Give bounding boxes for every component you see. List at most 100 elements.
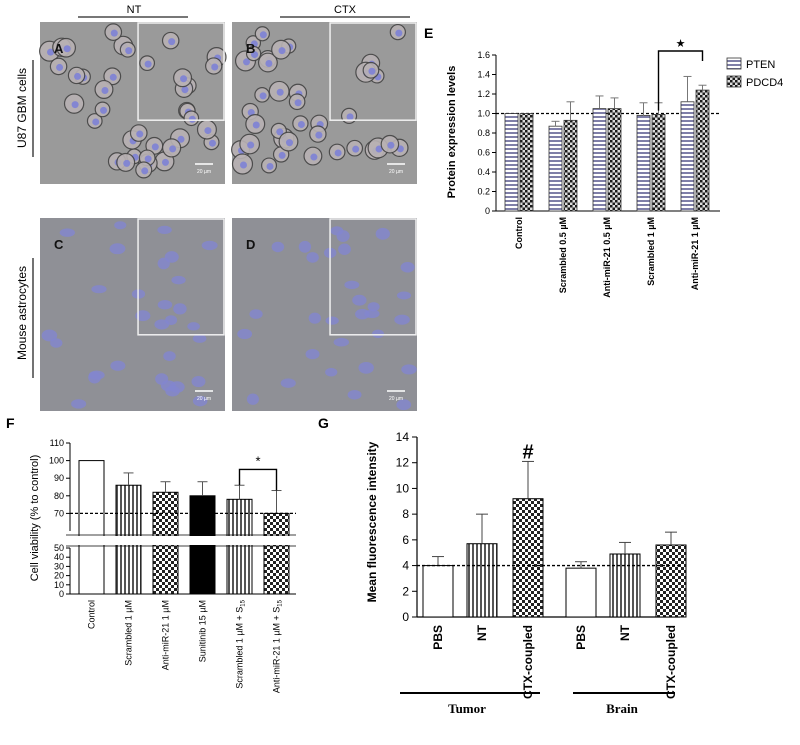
y-tick-label: 0.8 — [477, 128, 490, 138]
cell-nucleus — [201, 240, 218, 251]
cell-nucleus — [144, 60, 152, 68]
y-tick-label: 0 — [485, 206, 490, 216]
chart-e-ylabel: Protein expression levels — [446, 66, 458, 199]
cell-nucleus — [368, 67, 376, 75]
cell-nucleus — [375, 227, 390, 240]
cell-nucleus — [63, 45, 71, 53]
cell-nucleus — [151, 143, 159, 151]
cell-nucleus — [294, 99, 302, 107]
cell-nucleus — [336, 230, 350, 242]
scale-bar-label: 20 µm — [197, 169, 211, 175]
cell-nucleus — [249, 309, 263, 319]
bar — [655, 544, 687, 618]
cell-nucleus — [396, 399, 412, 411]
cell-nucleus — [47, 48, 55, 56]
y-tick-label: 1.4 — [477, 70, 490, 80]
panel-letter-c: C — [54, 237, 64, 252]
micrograph-c: C 20 µm — [40, 218, 225, 411]
y-tick-label: 80 — [54, 491, 64, 501]
chart-panel-f: F Cell viability (% to control) 01020304… — [6, 415, 299, 693]
cell-nucleus — [271, 241, 285, 253]
group-label-brain: Brain — [606, 701, 639, 716]
panel-letter-g: G — [318, 415, 329, 431]
cell-nucleus — [208, 139, 216, 147]
y-tick-label: 30 — [54, 561, 64, 571]
cell-nucleus — [355, 308, 370, 320]
cell-nucleus — [276, 88, 284, 96]
cell-nucleus — [310, 153, 318, 161]
cell-nucleus — [344, 280, 360, 290]
header-ctx: CTX — [334, 4, 357, 16]
cell-nucleus — [71, 101, 79, 109]
bar-pdcd4 — [651, 114, 666, 212]
cell-nucleus — [109, 243, 126, 255]
cell-nucleus — [192, 334, 207, 343]
cell-nucleus — [101, 86, 109, 94]
cell-nucleus — [247, 141, 255, 149]
cell-nucleus — [135, 310, 151, 322]
micrograph-a: A 20 µm — [38, 22, 227, 184]
bar-pdcd4 — [563, 119, 578, 212]
y-tick-label: 0.4 — [477, 167, 490, 177]
bar-pdcd4 — [695, 89, 710, 212]
bar-pten — [680, 101, 695, 212]
cell-nucleus — [91, 285, 107, 294]
cell-nucleus — [259, 92, 267, 100]
x-tick-label: Anti-miR-21 1 µM + S15 — [272, 599, 284, 693]
y-tick-label: 10 — [396, 481, 410, 495]
cell-nucleus — [181, 86, 189, 94]
inset-frame — [329, 218, 417, 336]
cell-nucleus — [144, 155, 152, 163]
cell-nucleus — [306, 252, 319, 263]
legend-label-pdcd4: PDCD4 — [746, 77, 783, 89]
cell-nucleus — [188, 115, 196, 123]
cell-nucleus — [276, 128, 284, 136]
bar — [226, 498, 253, 595]
cell-nucleus — [352, 145, 360, 153]
x-tick-label: CTX-coupled — [521, 625, 535, 699]
inset-frame — [137, 22, 225, 121]
cell-nucleus — [164, 251, 179, 263]
cell-nucleus — [280, 378, 296, 388]
chart-panel-e: E Protein expression levels 0 0.2 0.4 0.6 0.… — [424, 25, 783, 298]
y-tick-label: 14 — [396, 430, 410, 444]
y-tick-label: 1.6 — [477, 50, 490, 60]
cell-nucleus — [141, 167, 149, 175]
y-tick-label: 70 — [54, 508, 64, 518]
micrograph-d: D 20 µm — [232, 218, 417, 411]
x-tick-label: CTX-coupled — [664, 625, 678, 699]
x-tick-label: NT — [618, 624, 632, 641]
cell-nucleus — [110, 29, 118, 37]
cell-nucleus — [401, 364, 417, 375]
cell-nucleus — [315, 131, 323, 139]
bar-pdcd4 — [607, 108, 622, 212]
significance-bracket — [238, 468, 278, 491]
scale-bar-label: 20 µm — [197, 396, 211, 402]
y-tick-label: 1.2 — [477, 89, 490, 99]
micrograph-background — [232, 218, 417, 411]
panel-letter-f: F — [6, 415, 15, 431]
cell-nucleus — [155, 373, 169, 385]
y-tick-label: 2 — [402, 584, 409, 598]
cell-nucleus — [59, 228, 75, 237]
y-tick-label: 10 — [54, 580, 64, 590]
cell-nucleus — [187, 322, 200, 331]
cell-nucleus — [334, 149, 342, 157]
x-tick-label: Anti-miR-21 1 µM — [690, 217, 700, 290]
cell-nucleus — [298, 240, 312, 253]
axis-break-band — [65, 536, 299, 545]
cell-nucleus — [251, 51, 259, 59]
x-tick-label: Scrambled 0.5 µM — [558, 217, 568, 293]
y-tick-label: 0.2 — [477, 187, 490, 197]
cell-nucleus — [239, 161, 247, 169]
cell-nucleus — [157, 225, 172, 235]
cell-nucleus — [278, 47, 286, 55]
cell-nucleus — [180, 75, 188, 83]
inset-frame — [137, 218, 225, 336]
legend-swatch-pten — [726, 57, 742, 70]
x-tick-label: Control — [514, 217, 524, 249]
cell-nucleus — [154, 319, 170, 330]
bar — [512, 498, 544, 618]
cell-nucleus — [163, 351, 176, 362]
